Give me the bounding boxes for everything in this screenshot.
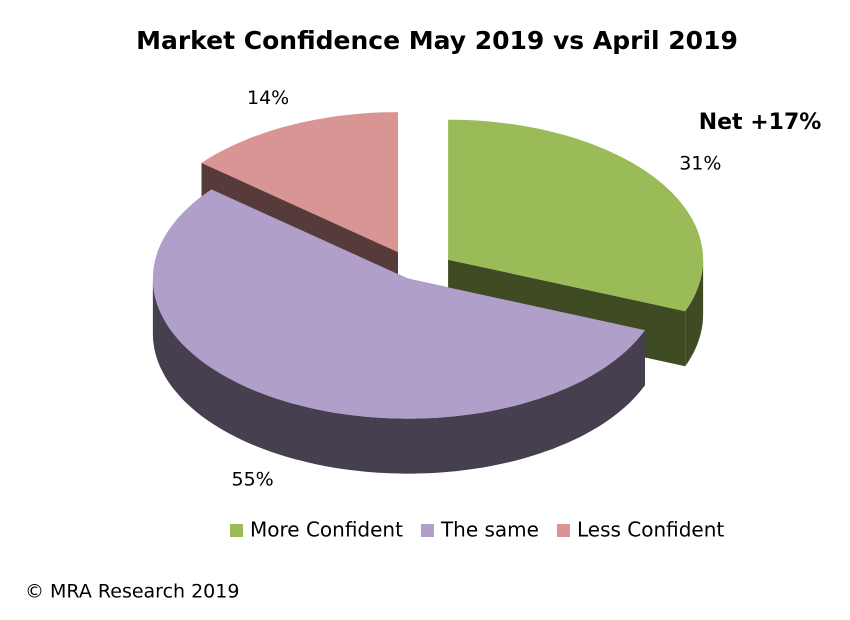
legend-label: The same [440, 518, 539, 542]
data-label: 55% [231, 468, 273, 490]
slice-side-shade [152, 278, 645, 474]
slice-side-shade [685, 259, 704, 367]
legend-swatch [556, 524, 570, 537]
legend: More Confident The same Less Confident [230, 518, 724, 542]
legend-label: More Confident [250, 518, 403, 542]
slice [201, 112, 398, 253]
annotation: Net +17% [699, 110, 822, 135]
pie: 31% 55% 14% [152, 87, 721, 490]
data-label: 31% [679, 153, 721, 175]
legend-swatch [230, 524, 243, 537]
footer: © MRA Research 2019 [25, 581, 239, 603]
legend-label: Less Confident [577, 518, 724, 542]
slice [448, 119, 704, 312]
legend-swatch [420, 524, 434, 537]
slice [152, 189, 645, 419]
data-label: 14% [247, 87, 289, 109]
chart-title: Market Confidence May 2019 vs April 2019 [136, 26, 738, 55]
